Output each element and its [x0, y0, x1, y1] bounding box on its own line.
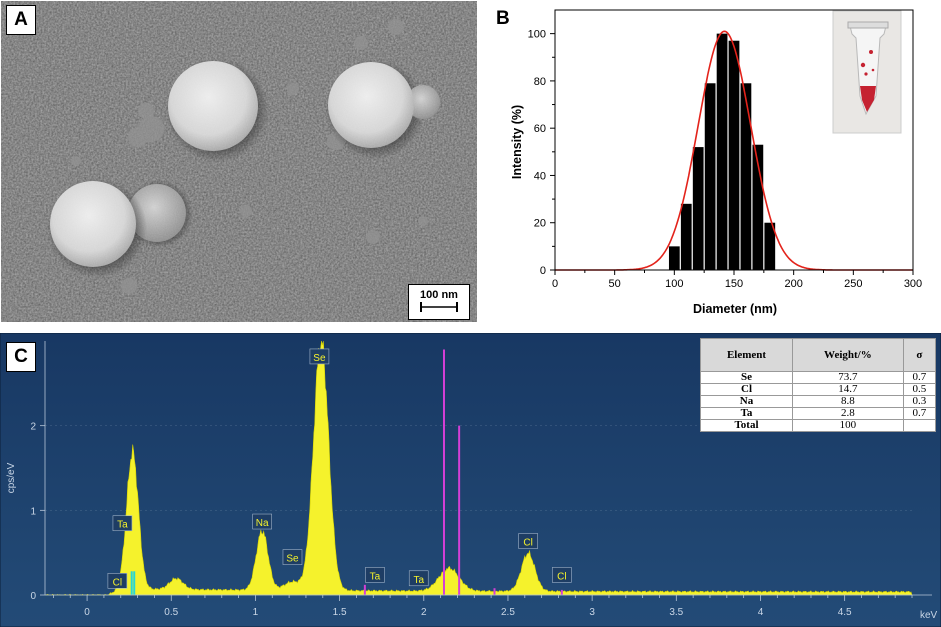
element-label-1: Ta	[112, 515, 133, 532]
svg-text:Cl: Cl	[523, 538, 532, 549]
y-tick-label-1: 1	[30, 506, 36, 517]
element-weight-table: Element Weight/% σ Se 73.7 0.7 Cl 14.7 0.5 Na 8.8…	[699, 338, 937, 432]
panel-a-label: A	[6, 5, 36, 35]
histogram-bar-7	[752, 144, 764, 270]
histogram-bar-5	[728, 40, 740, 271]
x-tick-label-5: 2.5	[501, 607, 515, 618]
histogram-bar-0	[668, 246, 680, 270]
element-label-6: Ta	[408, 570, 429, 587]
svg-text:Se: Se	[313, 353, 326, 364]
scale-bar: 100 nm	[408, 284, 470, 320]
x-tick-label-7: 3.5	[669, 607, 683, 618]
x-tick-label-6: 300	[904, 278, 922, 290]
table-cell: 0.5	[902, 383, 937, 396]
histogram-bar-4	[716, 33, 728, 270]
scale-bar-label: 100 nm	[420, 289, 458, 301]
x-tick-label-1: 50	[609, 278, 621, 290]
element-label-2: Na	[252, 513, 272, 530]
table-header-0: Element	[699, 338, 794, 372]
element-label-5: Ta	[365, 567, 385, 583]
panel-b-label: B	[496, 8, 510, 29]
svg-text:Ta: Ta	[117, 520, 128, 531]
table-cell: 0.7	[902, 371, 937, 384]
table-cell: Total	[699, 419, 794, 432]
element-label-3: Se	[282, 549, 303, 565]
x-tick-label-3: 150	[725, 278, 743, 290]
size-distribution-chart: 0 50 100 150 200 250 300 0 20 40 60 80 100 B Diamete…	[496, 8, 922, 316]
x-tick-label-1: 0.5	[164, 607, 178, 618]
x-tick-label-9: 4.5	[838, 607, 852, 618]
y-axis-title: cps/eV	[6, 462, 17, 493]
x-tick-label-3: 1.5	[333, 607, 347, 618]
y-tick-label-5: 100	[528, 29, 546, 41]
sem-image-panel: A 100 nm	[1, 1, 477, 322]
size-distribution-panel: 0 50 100 150 200 250 300 0 20 40 60 80 100 B Diamete…	[490, 0, 940, 325]
table-cell: Cl	[699, 383, 794, 396]
x-tick-label-4: 200	[784, 278, 802, 290]
panel-c-label: C	[6, 342, 36, 372]
svg-text:Ta: Ta	[413, 575, 424, 586]
table-cell: 0.3	[902, 395, 937, 408]
histogram-bar-3	[704, 83, 716, 270]
x-tick-label-0: 0	[84, 607, 90, 618]
svg-text:Se: Se	[286, 554, 299, 565]
table-row: Ta 2.8 0.7	[699, 407, 937, 420]
table-cell: Na	[699, 395, 794, 408]
tube-photo	[832, 10, 902, 134]
y-tick-label-0: 0	[30, 591, 36, 602]
table-header-2: σ	[902, 338, 937, 372]
svg-text:Na: Na	[256, 518, 269, 529]
table-cell: Se	[699, 371, 794, 384]
table-cell: Ta	[699, 407, 794, 420]
x-axis-unit: keV	[920, 610, 938, 621]
y-tick-label-4: 80	[534, 76, 546, 88]
sem-micrograph	[1, 1, 477, 322]
spectrum-area	[44, 340, 913, 596]
table-header-1: Weight/%	[792, 338, 904, 372]
table-cell: 14.7	[792, 383, 904, 396]
histogram-bar-8	[764, 222, 776, 270]
element-label-8: Cl	[552, 567, 572, 583]
table-cell: 73.7	[792, 371, 904, 384]
y-tick-label-2: 40	[534, 170, 546, 182]
element-label-7: Cl	[518, 533, 538, 549]
svg-text:Ta: Ta	[370, 571, 381, 582]
eds-spectrum-panel: Cl Ta Na Se Se Ta Ta Cl Cl 0 0.5 1 1.5 2 2.5 3 3.5 4 4.5 0…	[0, 333, 941, 627]
svg-text:Cl: Cl	[557, 571, 566, 582]
x-tick-label-2: 1	[253, 607, 259, 618]
x-tick-label-0: 0	[552, 278, 558, 290]
x-tick-label-4: 2	[421, 607, 427, 618]
table-cell: 8.8	[792, 395, 904, 408]
element-label-0: Cl	[107, 573, 128, 589]
histogram-bar-2	[692, 147, 704, 270]
table-cell: 2.8	[792, 407, 904, 420]
table-cell: 100	[792, 419, 904, 432]
element-label-4: Se	[309, 348, 330, 365]
table-cell: 0.7	[902, 407, 937, 420]
x-tick-label-5: 250	[844, 278, 862, 290]
x-tick-label-2: 100	[665, 278, 683, 290]
table-row: Total 100	[699, 419, 937, 432]
x-tick-label-6: 3	[589, 607, 595, 618]
y-axis-title: Intensity (%)	[510, 105, 524, 179]
table-row: Na 8.8 0.3	[699, 395, 937, 408]
x-axis-title: Diameter (nm)	[693, 302, 777, 316]
histogram-bar-6	[740, 83, 752, 270]
svg-text:Cl: Cl	[113, 577, 122, 588]
y-tick-label-1: 20	[534, 218, 546, 230]
table-row: Se 73.7 0.7	[699, 371, 937, 384]
table-cell	[902, 419, 937, 432]
y-tick-label-3: 60	[534, 123, 546, 135]
y-tick-label-0: 0	[540, 265, 546, 277]
scale-bar-line	[420, 302, 458, 312]
y-tick-label-2: 2	[30, 422, 36, 433]
histogram-bar-1	[680, 203, 692, 270]
table-row: Cl 14.7 0.5	[699, 383, 937, 396]
x-tick-label-8: 4	[758, 607, 764, 618]
